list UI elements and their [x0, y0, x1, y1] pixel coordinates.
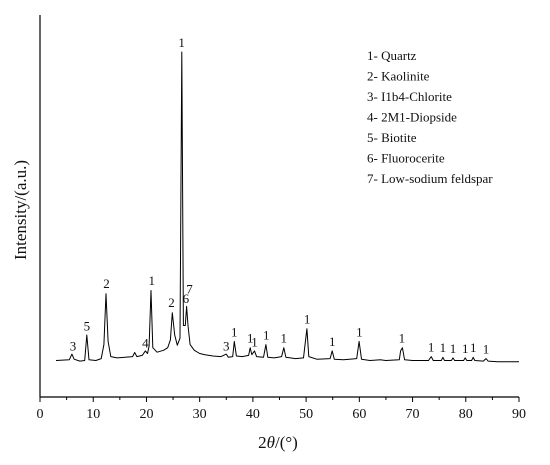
x-axis-title: 2θ/(°) — [258, 433, 298, 452]
peak-label: 2 — [168, 295, 175, 310]
peak-label: 1 — [329, 334, 336, 349]
x-tick-label: 70 — [406, 407, 420, 422]
peak-label: 1 — [281, 331, 288, 346]
x-axis-ticks: 0 10 20 30 40 50 60 70 80 90 — [37, 397, 526, 422]
peak-label: 1 — [462, 341, 469, 356]
peak-label: 1 — [470, 340, 477, 355]
peak-label: 1 — [440, 340, 447, 355]
peak-label: 1 — [231, 324, 238, 339]
legend: 1- Quartz 2- Kaolinite 3- I1b4-Chlorite 4- … — [367, 48, 493, 186]
x-tick-label: 80 — [459, 407, 473, 422]
x-tick-label: 50 — [299, 407, 313, 422]
legend-entry: 1- Quartz — [367, 48, 417, 63]
peak-label: 1 — [178, 35, 185, 50]
x-tick-label: 60 — [352, 407, 366, 422]
series-layer — [55, 51, 519, 363]
x-tick-label: 10 — [86, 407, 100, 422]
legend-entry: 6- Fluorocerite — [367, 151, 445, 166]
peak-label: 1 — [251, 334, 258, 349]
x-tick-label: 30 — [193, 407, 207, 422]
x-tick-label: 40 — [246, 407, 260, 422]
legend-entry: 3- I1b4-Chlorite — [367, 89, 452, 104]
peak-label: 7 — [186, 282, 193, 297]
peak-label: 3 — [223, 338, 230, 353]
x-tick-label: 90 — [512, 407, 526, 422]
legend-entry: 4- 2M1-Diopside — [367, 110, 457, 125]
xrd-pattern-line — [55, 51, 519, 363]
peak-label: 1 — [356, 324, 363, 339]
y-axis-title: Intensity/(a.u.) — [11, 160, 30, 260]
x-tick-label: 0 — [37, 407, 44, 422]
peak-label: 1 — [399, 331, 406, 346]
peak-label: 1 — [149, 273, 156, 288]
legend-entry: 2- Kaolinite — [367, 69, 430, 84]
peak-label: 2 — [103, 276, 110, 291]
peak-label: 1 — [483, 341, 490, 356]
peak-label: 1 — [428, 340, 435, 355]
peak-label: 4 — [142, 336, 149, 351]
legend-entry: 5- Biotite — [367, 130, 417, 145]
peak-label: 1 — [304, 312, 311, 327]
legend-entry: 7- Low-sodium feldspar — [367, 171, 493, 186]
plot-frame — [39, 15, 519, 398]
peak-label: 6 — [183, 291, 190, 306]
peak-label: 3 — [70, 338, 77, 353]
peak-label: 1 — [450, 341, 457, 356]
peak-label: 1 — [263, 327, 270, 342]
x-tick-label: 20 — [139, 407, 153, 422]
peak-label: 5 — [84, 318, 91, 333]
peak-label: 1 — [247, 331, 254, 346]
